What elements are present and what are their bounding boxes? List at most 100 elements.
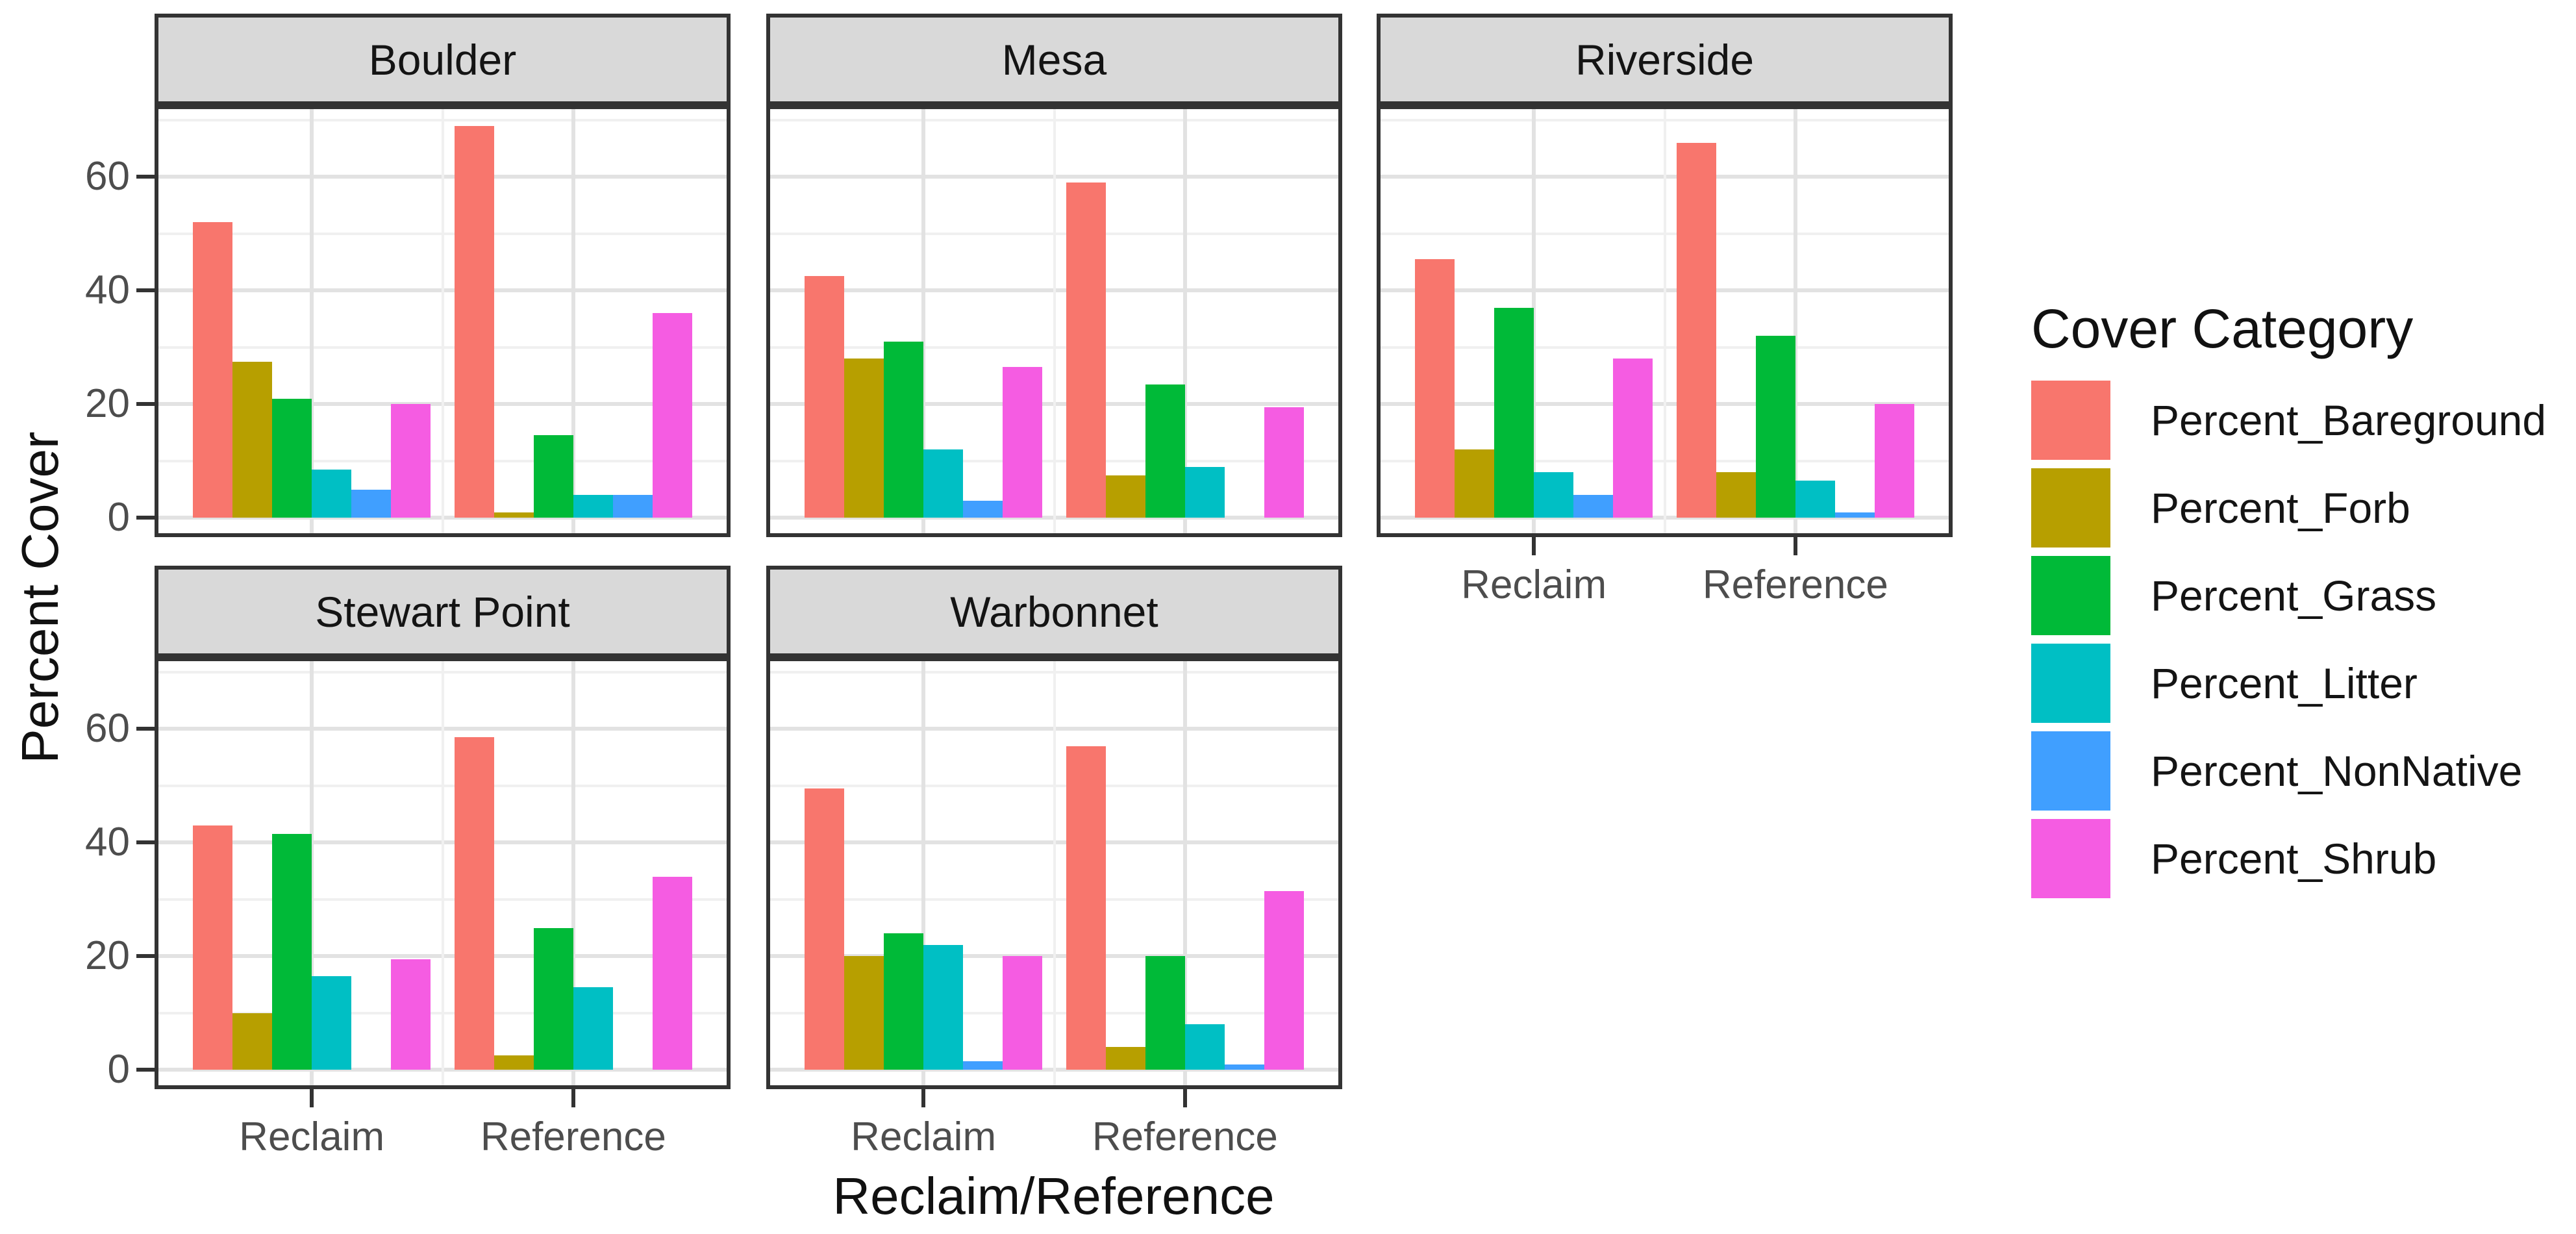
facet-strip-mesa: Mesa — [766, 14, 1342, 105]
y-tick-mark-0 — [136, 1068, 155, 1072]
bar-stewart-point-reclaim-percent-bareground — [193, 825, 233, 1070]
facet-panel-warbonnet — [766, 657, 1342, 1089]
facet-strip-label: Warbonnet — [950, 587, 1158, 636]
x-tick-label-reclaim: Reclaim — [239, 1114, 385, 1159]
legend-key-percent-nonnative — [2031, 731, 2110, 811]
bar-riverside-reference-percent-forb — [1716, 472, 1756, 518]
gridline-v-reference — [1793, 105, 1797, 537]
legend-key-percent-forb — [2031, 468, 2110, 548]
facet-panel-stewart-point — [155, 657, 731, 1089]
x-tick-label-reference: Reference — [480, 1114, 666, 1159]
facet-strip-label: Stewart Point — [315, 587, 570, 636]
gridline-v-minor — [441, 657, 444, 1089]
y-tick-label-60: 60 — [85, 706, 130, 751]
bar-stewart-point-reclaim-percent-shrub — [391, 959, 431, 1070]
bar-riverside-reclaim-percent-bareground — [1415, 259, 1455, 518]
x-tick-mark-reference — [1793, 537, 1797, 555]
bar-warbonnet-reference-percent-bareground — [1066, 746, 1106, 1070]
y-tick-mark-40 — [136, 840, 155, 845]
y-tick-mark-40 — [136, 288, 155, 293]
panel-border — [155, 657, 731, 1089]
y-tick-label-0: 0 — [107, 495, 130, 540]
x-tick-label-reclaim: Reclaim — [1461, 562, 1607, 607]
bar-mesa-reference-percent-grass — [1145, 384, 1185, 518]
facet-strip-stewart-point: Stewart Point — [155, 566, 731, 657]
x-axis-title: Reclaim/Reference — [832, 1167, 1275, 1225]
y-tick-mark-20 — [136, 954, 155, 959]
x-tick-mark-reference — [571, 1089, 575, 1107]
y-tick-mark-60 — [136, 727, 155, 731]
bar-boulder-reference-percent-nonnative — [612, 495, 653, 518]
bar-warbonnet-reference-percent-shrub — [1264, 890, 1304, 1070]
bar-riverside-reference-percent-grass — [1755, 336, 1795, 518]
facet-strip-label: Mesa — [1001, 35, 1107, 84]
gridline-v-reference — [571, 105, 575, 537]
bar-boulder-reclaim-percent-grass — [272, 398, 312, 518]
bar-stewart-point-reclaim-percent-forb — [232, 1013, 273, 1070]
bar-stewart-point-reference-percent-litter — [573, 987, 613, 1070]
bar-riverside-reclaim-percent-shrub — [1613, 359, 1653, 518]
facet-panel-riverside — [1377, 105, 1953, 537]
gridline-v-minor — [1053, 657, 1056, 1089]
legend-label-percent-forb: Percent_Forb — [2151, 484, 2410, 532]
gridline-v-minor — [1663, 105, 1666, 537]
y-tick-label-40: 40 — [85, 268, 130, 313]
legend-label-percent-grass: Percent_Grass — [2151, 572, 2437, 620]
panel-border — [766, 105, 1342, 537]
y-tick-label-0: 0 — [107, 1047, 130, 1092]
bar-warbonnet-reference-percent-forb — [1105, 1047, 1145, 1070]
bar-stewart-point-reference-percent-bareground — [454, 737, 494, 1070]
bar-warbonnet-reference-percent-grass — [1145, 956, 1185, 1070]
bar-boulder-reclaim-percent-forb — [232, 361, 273, 518]
bar-boulder-reclaim-percent-shrub — [391, 404, 431, 518]
gridline-v-reference — [571, 657, 575, 1089]
legend-key-percent-bareground — [2031, 381, 2110, 460]
bar-mesa-reclaim-percent-forb — [844, 359, 884, 518]
bar-warbonnet-reclaim-percent-shrub — [1003, 956, 1043, 1070]
bar-mesa-reclaim-percent-bareground — [805, 276, 845, 518]
gridline-v-reclaim — [310, 657, 314, 1089]
bar-mesa-reference-percent-bareground — [1066, 183, 1106, 518]
bar-boulder-reference-percent-litter — [573, 495, 613, 518]
bar-warbonnet-reference-percent-nonnative — [1224, 1064, 1264, 1070]
y-tick-mark-20 — [136, 402, 155, 407]
bar-boulder-reclaim-percent-litter — [312, 469, 352, 518]
facet-panel-boulder — [155, 105, 731, 537]
y-tick-label-40: 40 — [85, 820, 130, 865]
x-tick-mark-reclaim — [310, 1089, 314, 1107]
bar-riverside-reference-percent-nonnative — [1834, 512, 1875, 518]
x-tick-label-reference: Reference — [1702, 562, 1888, 607]
y-tick-mark-0 — [136, 516, 155, 520]
facet-strip-label: Riverside — [1575, 35, 1755, 84]
bar-stewart-point-reclaim-percent-grass — [272, 834, 312, 1070]
bar-mesa-reference-percent-litter — [1184, 466, 1225, 518]
bar-warbonnet-reclaim-percent-forb — [844, 956, 884, 1070]
x-tick-mark-reference — [1182, 1089, 1187, 1107]
y-tick-label-20: 20 — [85, 933, 130, 979]
bar-boulder-reference-percent-bareground — [454, 125, 494, 518]
gridline-v-reclaim — [310, 105, 314, 537]
legend-title: Cover Category — [2031, 298, 2414, 359]
panel-border — [766, 657, 1342, 1089]
x-tick-mark-reclaim — [921, 1089, 926, 1107]
bar-mesa-reclaim-percent-shrub — [1003, 367, 1043, 518]
bar-riverside-reference-percent-shrub — [1874, 404, 1914, 518]
bar-boulder-reference-percent-grass — [533, 435, 573, 518]
panel-border — [1377, 105, 1953, 537]
bar-stewart-point-reference-percent-forb — [494, 1055, 534, 1070]
legend-label-percent-bareground: Percent_Bareground — [2151, 396, 2547, 444]
facet-strip-label: Boulder — [368, 35, 517, 84]
bar-warbonnet-reference-percent-litter — [1184, 1024, 1225, 1070]
bar-warbonnet-reclaim-percent-bareground — [805, 788, 845, 1070]
bar-boulder-reference-percent-shrub — [652, 313, 692, 518]
legend-key-percent-litter — [2031, 644, 2110, 723]
gridline-v-minor — [441, 105, 444, 537]
facet-strip-warbonnet: Warbonnet — [766, 566, 1342, 657]
bar-riverside-reclaim-percent-nonnative — [1573, 495, 1614, 518]
bar-warbonnet-reclaim-percent-litter — [923, 944, 964, 1070]
gridline-v-reclaim — [921, 105, 926, 537]
bar-mesa-reclaim-percent-grass — [884, 342, 924, 518]
gridline-v-reclaim — [1532, 105, 1536, 537]
gridline-v-reference — [1182, 105, 1187, 537]
